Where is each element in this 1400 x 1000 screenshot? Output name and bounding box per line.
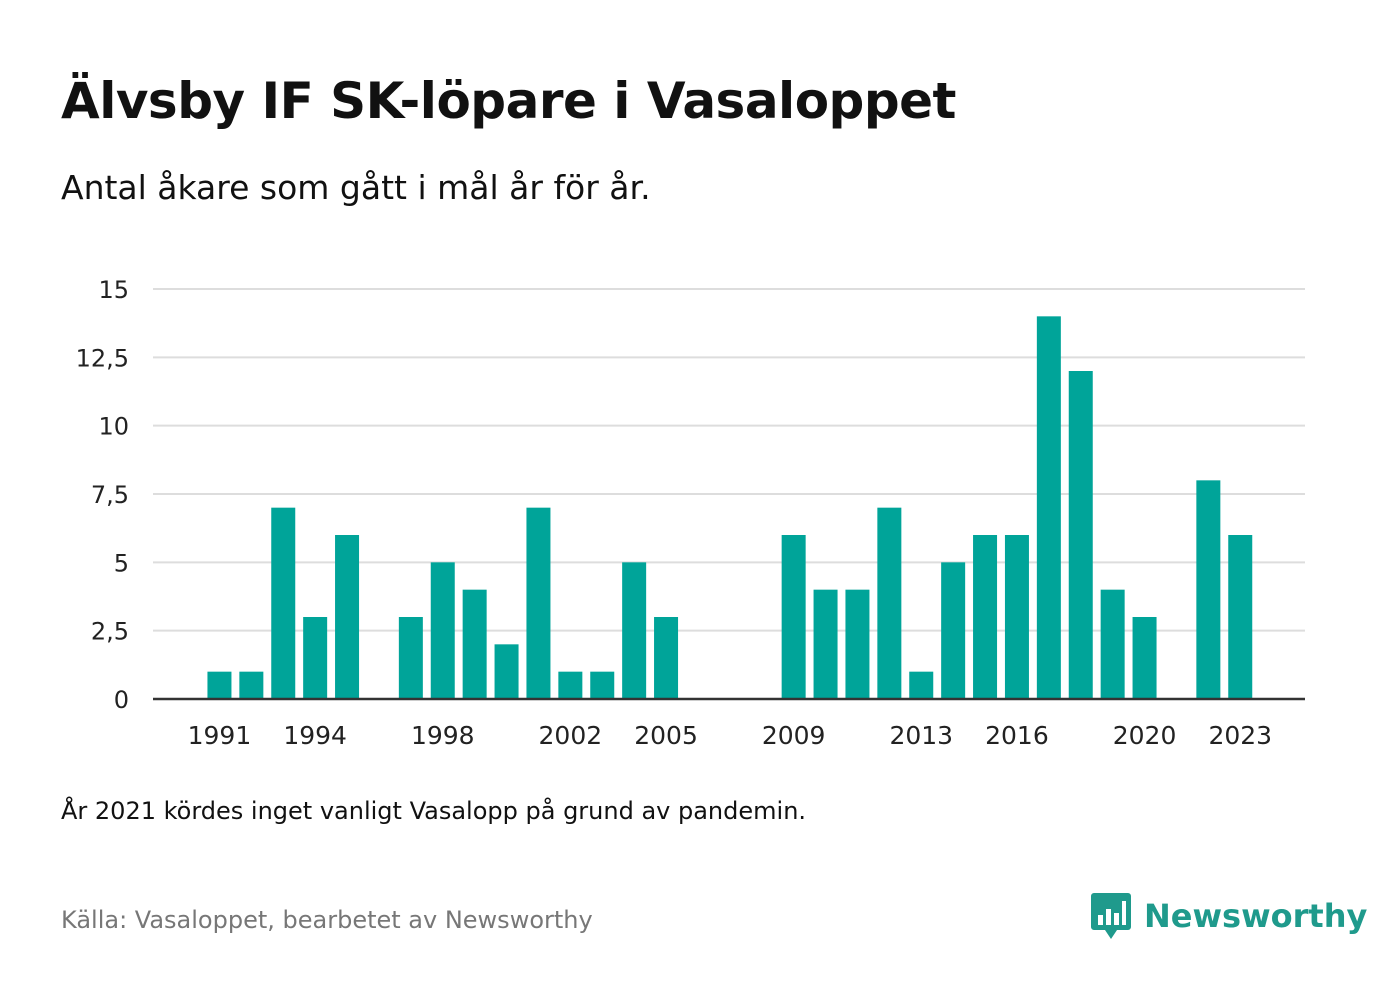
bar-1997: [398, 617, 423, 699]
bar-1999: [462, 589, 487, 699]
bar-chart: 0 2,5 5 7,5 10 12,5 15 1991 1994 1998 2002 2005 200…: [76, 276, 1305, 750]
bar-2011: [845, 589, 870, 699]
y-tick-label: 15: [98, 276, 129, 304]
bar-1995: [335, 535, 360, 699]
y-tick-label: 2,5: [91, 618, 129, 646]
x-tick-label: 2016: [985, 721, 1049, 750]
bar-2009: [781, 535, 806, 699]
brand-name: Newsworthy: [1144, 897, 1368, 935]
x-tick-label: 2002: [539, 721, 603, 750]
bar-2005: [654, 617, 679, 699]
bar-2012: [877, 507, 902, 699]
x-tick-label: 1994: [283, 721, 347, 750]
bar-2003: [590, 671, 615, 699]
bar-2020: [1132, 617, 1157, 699]
y-axis-ticks: 0 2,5 5 7,5 10 12,5 15: [76, 276, 129, 714]
bar-2010: [813, 589, 838, 699]
chart-subtitle: Antal åkare som gått i mål år för år.: [61, 168, 651, 207]
bar-chart-badge-icon: [1091, 893, 1131, 939]
x-tick-label: 1991: [188, 721, 252, 750]
bar-2022: [1196, 480, 1221, 699]
x-tick-label: 2023: [1208, 721, 1272, 750]
bar-1992: [239, 671, 264, 699]
x-tick-label: 2013: [889, 721, 953, 750]
bar-1991: [207, 671, 232, 699]
bar-1993: [271, 507, 296, 699]
y-tick-label: 5: [114, 549, 129, 577]
chart-title: Älvsby IF SK-löpare i Vasaloppet: [61, 72, 956, 130]
footnote: År 2021 kördes inget vanligt Vasalopp på…: [61, 797, 807, 825]
bar-2016: [1004, 535, 1029, 699]
brand-logo: Newsworthy: [1090, 891, 1367, 941]
bar-2019: [1100, 589, 1125, 699]
bar-2013: [909, 671, 934, 699]
bar-2018: [1068, 371, 1093, 699]
bar-2015: [973, 535, 998, 699]
bar-2023: [1228, 535, 1253, 699]
bar-2001: [526, 507, 551, 699]
bar-1994: [303, 617, 328, 699]
y-tick-label: 12,5: [76, 344, 129, 372]
x-tick-label: 2020: [1113, 721, 1177, 750]
bar-2002: [558, 671, 583, 699]
bar-1998: [430, 562, 455, 699]
x-tick-label: 2009: [762, 721, 826, 750]
x-axis-ticks: 1991 1994 1998 2002 2005 2009 2013 2016 2020 2023: [188, 721, 1272, 750]
gridlines: [153, 288, 1305, 632]
bars: [207, 316, 1253, 699]
bar-2000: [494, 644, 519, 699]
source-note: Källa: Vasaloppet, bearbetet av Newswort…: [61, 906, 593, 934]
bar-2017: [1036, 316, 1061, 699]
y-tick-label: 0: [114, 686, 129, 714]
y-tick-label: 7,5: [91, 481, 129, 509]
y-tick-label: 10: [98, 413, 129, 441]
bar-2004: [622, 562, 647, 699]
x-tick-label: 1998: [411, 721, 475, 750]
x-tick-label: 2005: [634, 721, 698, 750]
bar-2014: [941, 562, 966, 699]
